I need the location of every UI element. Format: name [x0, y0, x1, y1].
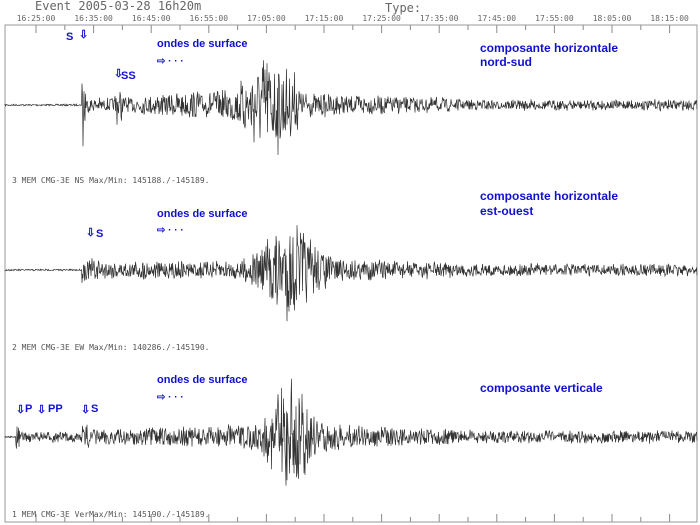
trace-info-ew: 2 MEM CMG-3E EW Max/Min: 140286./-145190… — [12, 343, 209, 352]
trace-info-ns: 3 MEM CMG-3E NS Max/Min: 145188./-145189… — [12, 176, 209, 185]
x-tick-label: 17:35:00 — [420, 14, 459, 23]
phase-pp-vert: PP — [48, 403, 63, 415]
arrow-icon: ⇨ · · · — [157, 392, 184, 403]
x-tick-label: 17:25:00 — [362, 14, 401, 23]
seismic-trace-ew — [5, 225, 697, 321]
trace-info-vert: 1 MEM CMG-3E VerMax/Min: 145190./-145189… — [12, 510, 209, 519]
phase-s-ns: S — [66, 31, 73, 43]
down-arrow-icon: ⇩ — [37, 404, 46, 416]
x-tick-label: 16:35:00 — [74, 14, 113, 23]
down-arrow-icon: ⇩ — [79, 29, 88, 41]
series-label-ew-1: composante horizontale — [480, 189, 618, 203]
surface-waves-label-ew: ondes de surface — [157, 208, 247, 220]
down-arrow-icon: ⇩ — [86, 227, 95, 239]
x-tick-label: 17:45:00 — [478, 14, 517, 23]
seismogram-plot: Event 2005-03-28 16h20m Type: 16:25:00 16… — [0, 0, 700, 525]
surface-waves-label-vert: ondes de surface — [157, 374, 247, 386]
x-tick-label: 16:25:00 — [17, 14, 56, 23]
down-arrow-icon: ⇩ — [16, 404, 25, 416]
phase-s-ew: S — [96, 228, 103, 240]
down-arrow-icon: ⇩ — [81, 404, 90, 416]
x-tick-label: 16:55:00 — [190, 14, 229, 23]
surface-waves-label-ns: ondes de surface — [157, 38, 247, 50]
series-label-ns-1: composante horizontale — [480, 41, 618, 55]
series-label-ew-2: est-ouest — [480, 204, 533, 218]
type-label: Type: — [385, 1, 421, 15]
x-tick-label: 17:55:00 — [535, 14, 574, 23]
series-label-ns-2: nord-sud — [480, 55, 532, 69]
x-tick-label: 17:05:00 — [247, 14, 286, 23]
x-tick-label: 17:15:00 — [305, 14, 344, 23]
x-tick-label: 18:15:00 — [650, 14, 689, 23]
seismic-trace-ns — [5, 60, 697, 155]
phase-p-vert: P — [25, 403, 32, 415]
phase-s-vert: S — [91, 403, 98, 415]
arrow-icon: ⇨ · · · — [157, 225, 184, 236]
series-label-vert: composante verticale — [480, 381, 603, 395]
arrow-icon: ⇨ · · · — [157, 56, 184, 67]
x-tick-label: 16:45:00 — [132, 14, 171, 23]
x-tick-label: 18:05:00 — [593, 14, 632, 23]
phase-ss-ns: SS — [121, 70, 136, 82]
event-title: Event 2005-03-28 16h20m — [35, 0, 201, 13]
